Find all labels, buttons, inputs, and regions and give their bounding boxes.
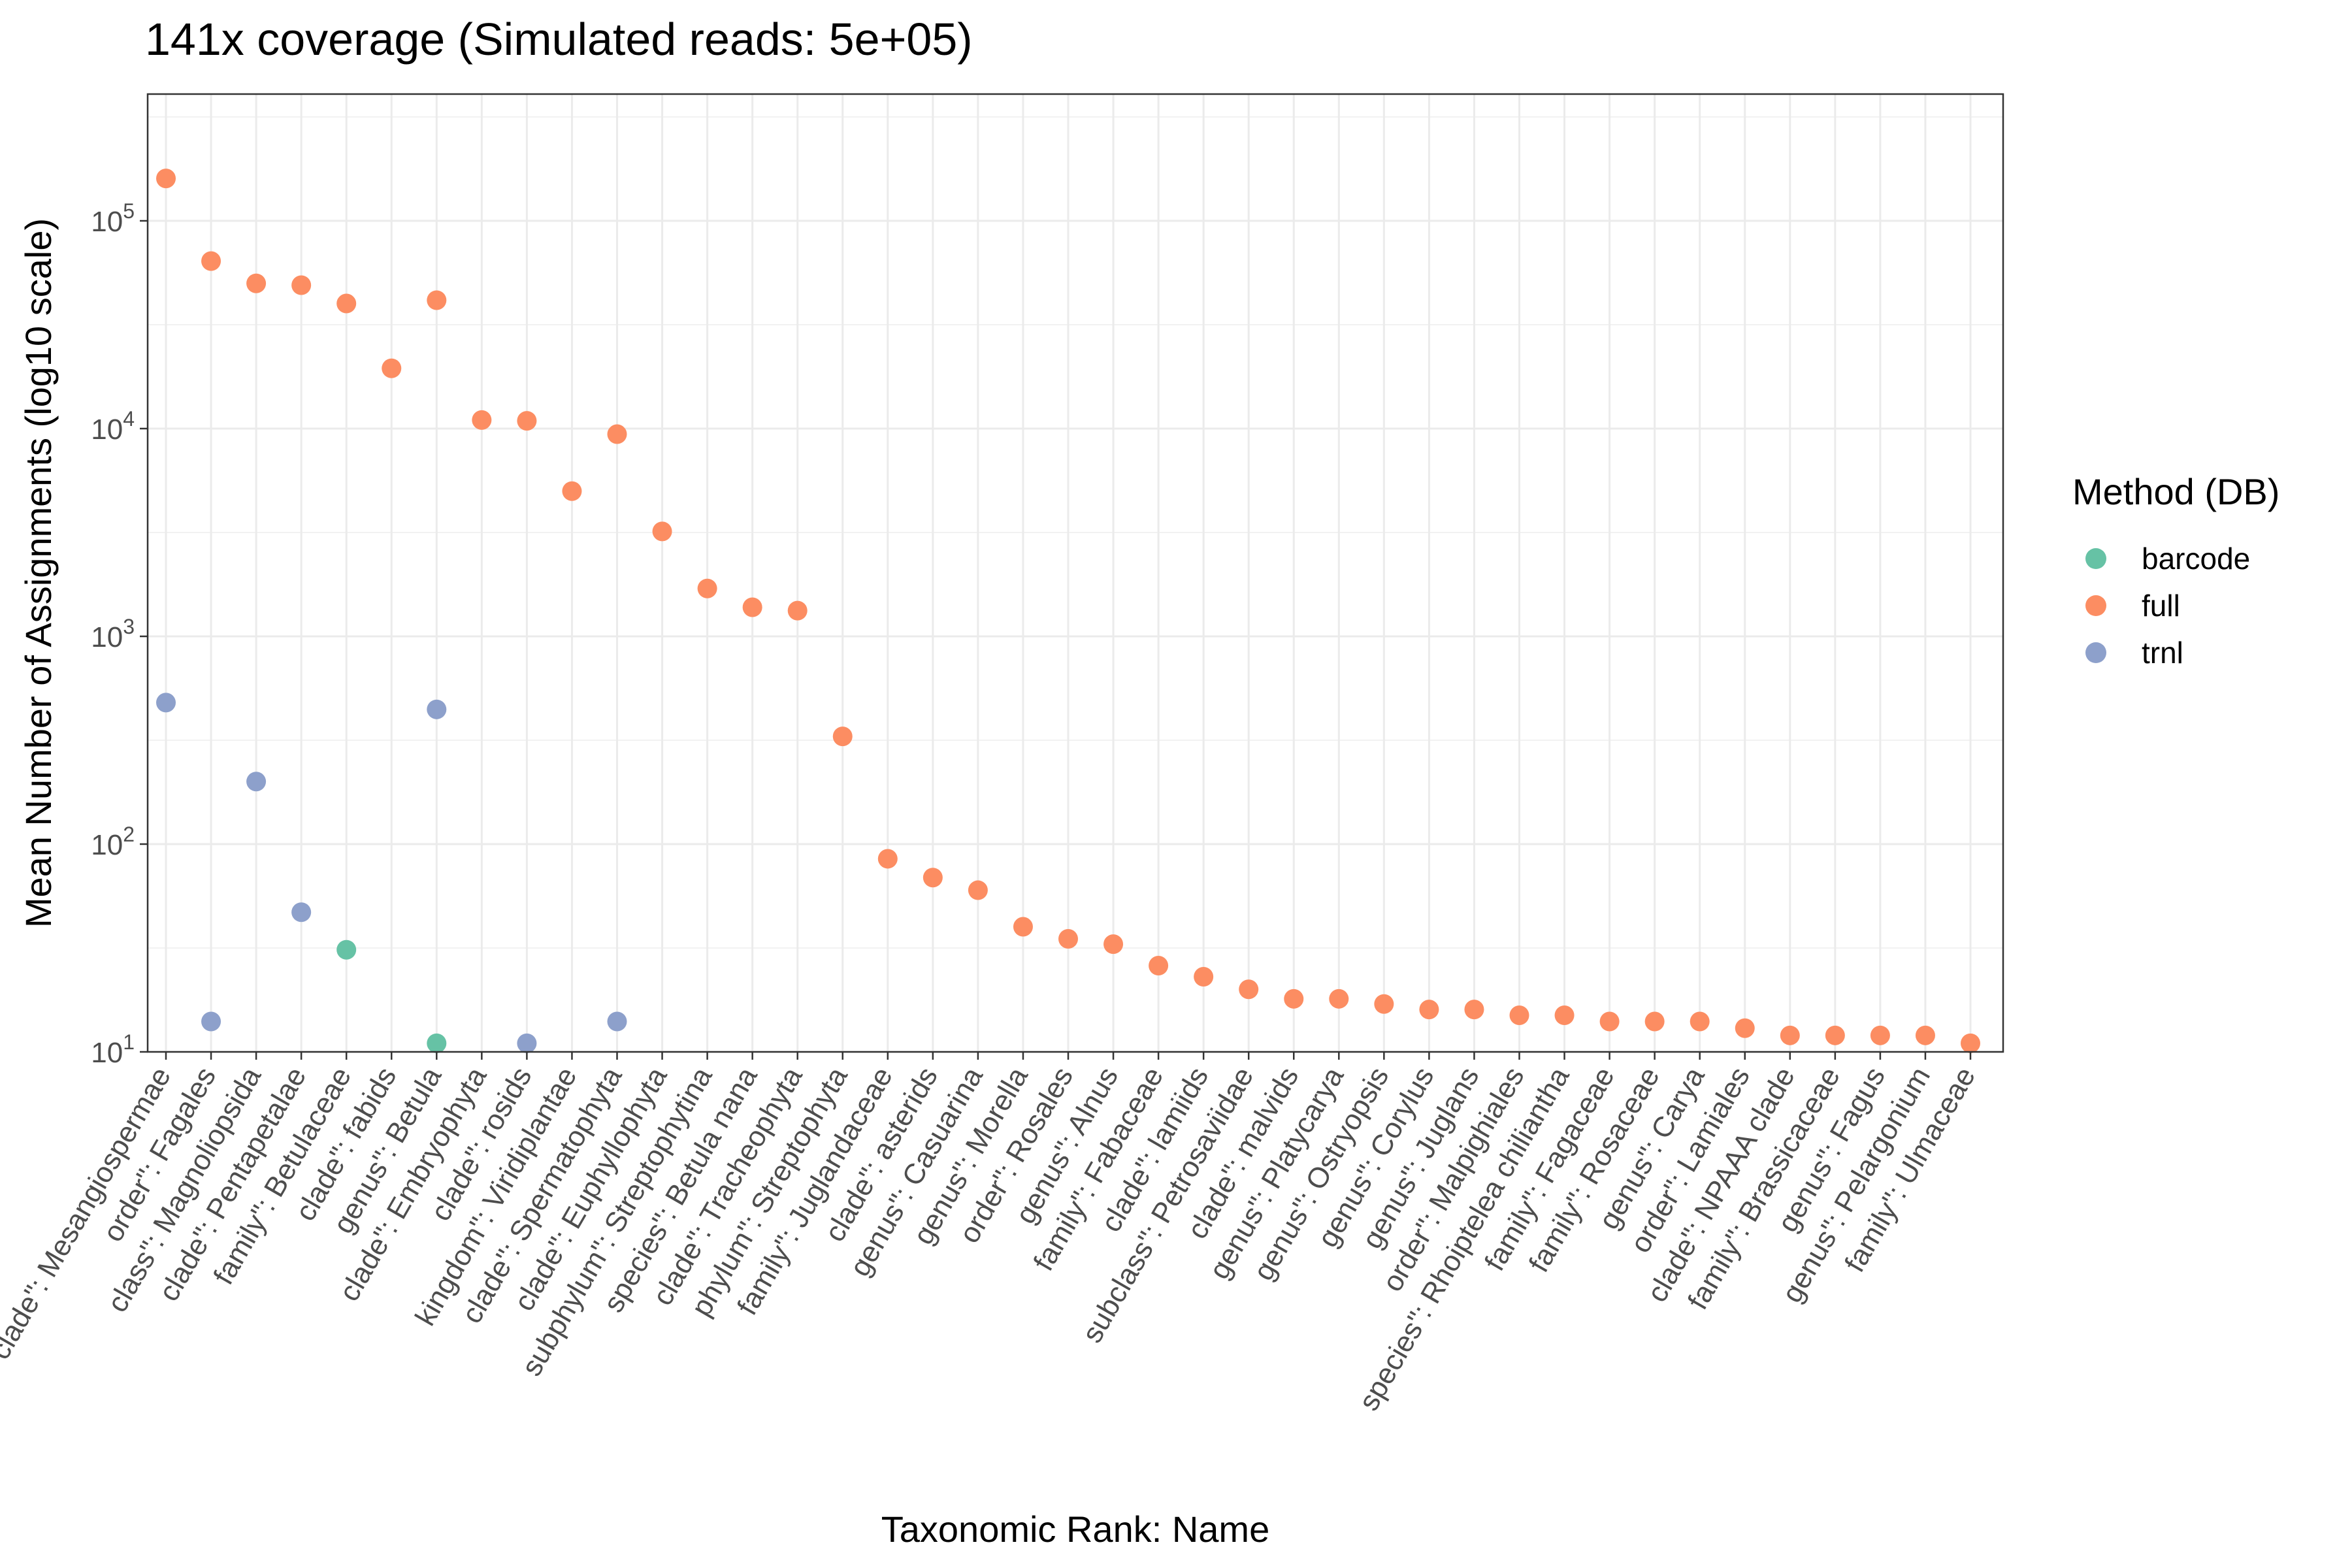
data-point-full [1780, 1025, 1800, 1045]
y-tick-label: 104 [91, 407, 135, 446]
legend-label-full: full [2142, 589, 2180, 623]
chart-title: 141x coverage (Simulated reads: 5e+05) [145, 14, 973, 65]
data-point-trnl [156, 693, 176, 713]
legend-title: Method (DB) [2072, 471, 2279, 512]
data-point-full [1599, 1011, 1620, 1032]
data-points [156, 169, 1980, 1053]
data-point-full [1735, 1018, 1755, 1038]
grid-lines [148, 94, 2003, 1053]
data-point-barcode [427, 1033, 447, 1053]
data-point-full [877, 849, 898, 869]
y-tick-label: 102 [91, 823, 135, 861]
legend-label-trnl: trnl [2142, 636, 2183, 670]
data-point-full [1961, 1033, 1980, 1053]
data-point-full [1825, 1025, 1845, 1045]
data-point-full [652, 521, 672, 542]
data-point-full [382, 358, 402, 378]
data-point-trnl [291, 902, 312, 923]
data-point-full [1554, 1005, 1575, 1026]
data-point-full [1419, 1000, 1439, 1020]
data-point-full [562, 481, 582, 501]
data-point-full [201, 251, 221, 271]
data-point-trnl [607, 1011, 627, 1032]
data-point-full [1149, 956, 1169, 976]
data-point-trnl [427, 699, 447, 719]
data-point-full [1509, 1005, 1529, 1026]
data-point-full [1464, 1000, 1484, 1020]
data-point-full [1870, 1025, 1890, 1045]
x-axis-title: Taxonomic Rank: Name [881, 1509, 1269, 1550]
data-point-full [1374, 994, 1394, 1014]
legend-label-barcode: barcode [2142, 542, 2250, 576]
data-point-full [1329, 988, 1349, 1009]
data-point-full [923, 868, 943, 888]
data-point-trnl [517, 1033, 537, 1053]
data-point-full [246, 273, 267, 293]
legend-key-barcode [2085, 548, 2106, 569]
data-point-barcode [336, 939, 357, 960]
x-tick-label: clade": Mesangiospermae [0, 1062, 177, 1365]
y-tick-label: 101 [91, 1030, 135, 1069]
data-point-full [1058, 928, 1078, 949]
data-point-full [787, 600, 808, 621]
data-point-full [1194, 966, 1214, 987]
data-point-full [427, 290, 447, 310]
data-point-trnl [201, 1011, 221, 1032]
y-tick-label: 105 [91, 199, 135, 238]
y-tick-label: 103 [91, 615, 135, 653]
data-point-full [156, 169, 176, 189]
legend-key-full [2085, 595, 2106, 616]
plot-panel-border [146, 93, 2004, 1053]
data-point-full [517, 411, 537, 431]
y-axis-title: Mean Number of Assignments (log10 scale) [18, 218, 59, 928]
data-point-full [697, 578, 717, 598]
data-point-full [472, 410, 492, 430]
data-point-full [832, 727, 853, 747]
legend-key-trnl [2085, 642, 2106, 663]
data-point-full [1644, 1011, 1665, 1032]
data-point-full [742, 597, 762, 617]
data-point-full [1915, 1025, 1935, 1045]
data-point-full [291, 275, 312, 295]
data-point-full [1013, 917, 1033, 937]
data-point-trnl [246, 772, 267, 792]
data-point-full [336, 293, 357, 314]
data-point-full [1284, 988, 1304, 1009]
legend: Method (DB) barcode full trnl [2072, 471, 2279, 670]
data-point-full [1239, 979, 1259, 1000]
data-point-full [607, 424, 627, 444]
data-point-full [1690, 1011, 1710, 1032]
data-point-full [968, 880, 988, 900]
data-point-full [1103, 934, 1124, 955]
